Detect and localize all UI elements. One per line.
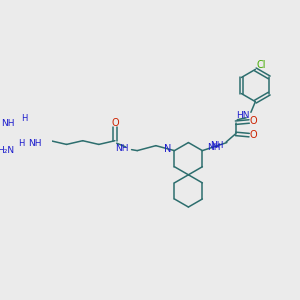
Text: HN: HN xyxy=(236,111,249,120)
Text: H: H xyxy=(21,114,28,123)
Text: NH: NH xyxy=(210,140,223,149)
Text: O: O xyxy=(249,130,257,140)
Text: N: N xyxy=(164,144,172,154)
Text: O: O xyxy=(249,116,257,126)
Text: Cl: Cl xyxy=(256,60,266,70)
Text: NH: NH xyxy=(2,119,15,128)
Text: NH: NH xyxy=(28,139,42,148)
Text: NH: NH xyxy=(207,143,220,152)
Text: NH: NH xyxy=(115,144,129,153)
Text: O: O xyxy=(111,118,119,128)
Text: H₂N: H₂N xyxy=(0,146,14,155)
Text: H: H xyxy=(18,140,24,148)
